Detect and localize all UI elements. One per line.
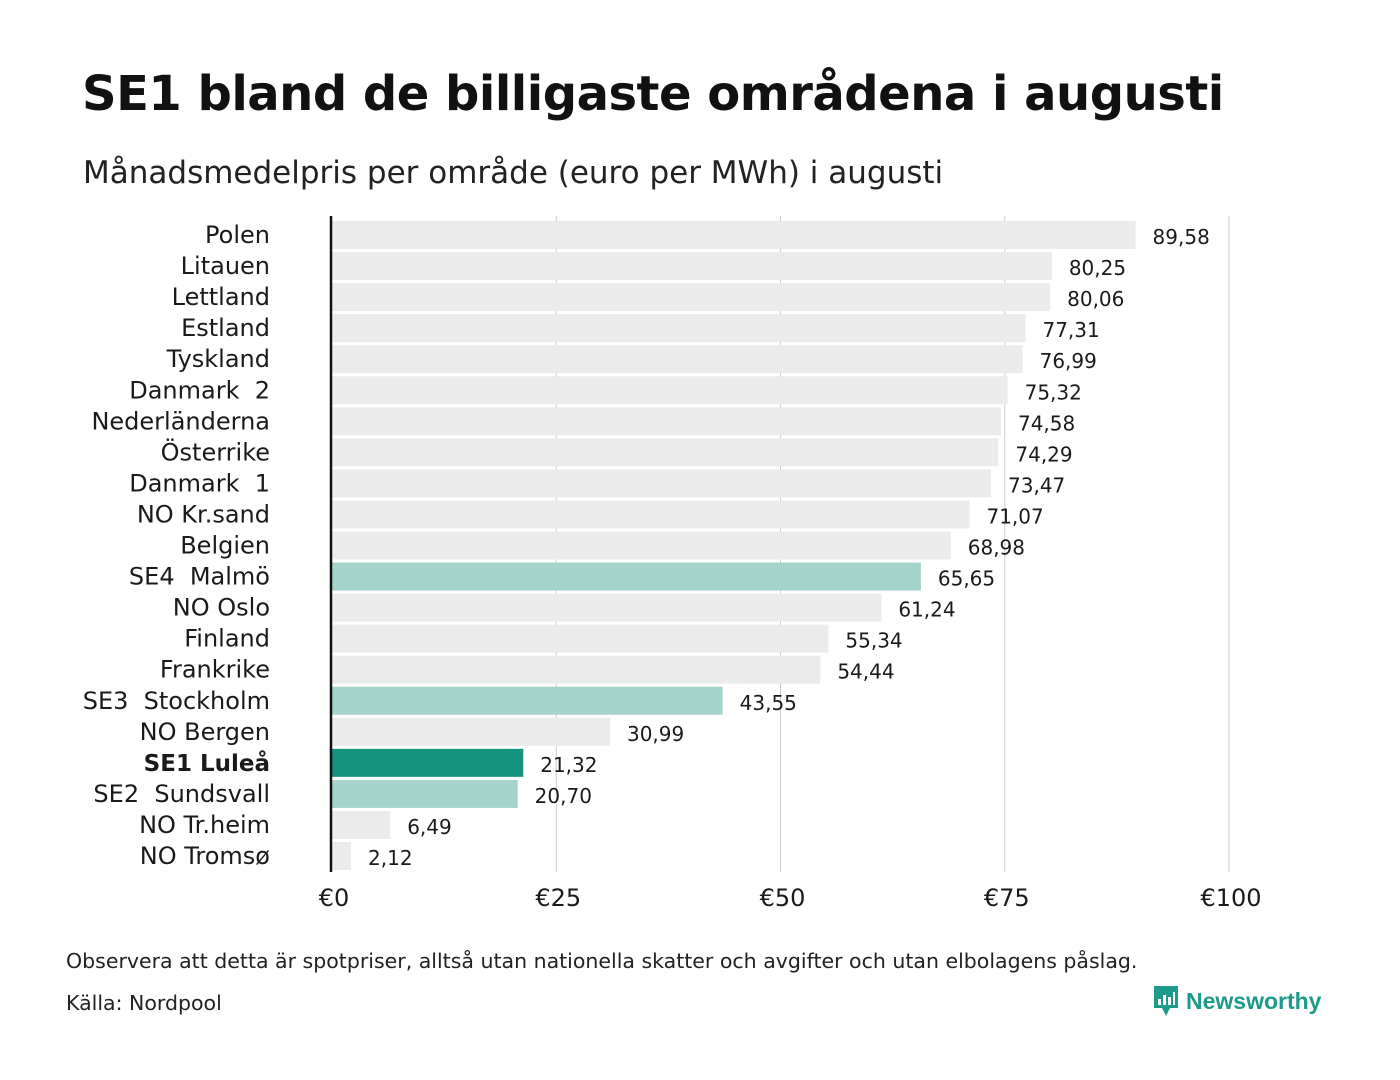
bar [332, 314, 1026, 343]
value-label: 89,58 [1153, 225, 1210, 249]
x-tick-label: €100 [1200, 884, 1261, 912]
category-label: Belgien [180, 532, 270, 560]
chart-title: SE1 bland de billigaste områdena i augus… [82, 66, 1224, 122]
x-tick-label: €25 [535, 884, 581, 912]
value-labels: 89,58 80,25 80,06 77,31 76,99 75,32 74,58 74,29… [368, 225, 1210, 870]
brand-name: Newsworthy [1186, 987, 1322, 1014]
bar [332, 717, 610, 746]
category-label: Danmark 1 [129, 469, 270, 497]
bar-chart: Polen Litauen Lettland Estland Tyskland Danma… [83, 216, 1262, 912]
bar [332, 842, 352, 870]
bar [332, 500, 970, 529]
bar [332, 252, 1052, 281]
x-axis-ticks: €0 €25 €50 €75 €100 [319, 884, 1262, 912]
brand-logo: Newsworthy [1152, 984, 1321, 1018]
value-label: 21,32 [540, 753, 597, 777]
category-label: NO Oslo [173, 594, 270, 622]
value-label: 80,06 [1067, 287, 1124, 311]
value-label: 74,29 [1015, 442, 1072, 466]
value-label: 2,12 [368, 846, 413, 870]
x-tick-label: €0 [319, 884, 350, 912]
category-label: Finland [184, 625, 270, 653]
value-label: 76,99 [1040, 349, 1097, 373]
bar [332, 655, 821, 684]
bar [332, 593, 882, 622]
category-label: SE2 Sundsvall [93, 780, 270, 808]
category-label: NO Bergen [140, 718, 270, 746]
bar [332, 438, 999, 467]
value-label: 43,55 [740, 691, 797, 715]
category-label: Estland [181, 314, 270, 342]
bar [332, 562, 921, 591]
category-label: SE4 Malmö [129, 563, 270, 591]
category-labels: Polen Litauen Lettland Estland Tyskland Danma… [83, 221, 270, 870]
source-label: Källa: Nordpool [66, 991, 222, 1015]
value-label: 71,07 [986, 504, 1043, 528]
value-label: 75,32 [1025, 380, 1082, 404]
bar [332, 748, 524, 777]
newsworthy-logo-icon [1154, 986, 1178, 1016]
value-label: 77,31 [1042, 318, 1099, 342]
value-label: 54,44 [837, 660, 894, 684]
category-label: NO Tr.heim [139, 811, 270, 839]
category-label: Österrike [161, 437, 270, 466]
bar [332, 779, 518, 808]
category-label: Litauen [181, 252, 270, 280]
bar [332, 221, 1136, 249]
bar [332, 345, 1023, 374]
category-label: NO Kr.sand [137, 500, 270, 528]
bars [332, 221, 1136, 870]
bar [332, 624, 829, 653]
bar [332, 376, 1008, 405]
bar [332, 283, 1051, 312]
bar [332, 407, 1001, 436]
bar [332, 531, 951, 560]
x-tick-label: €75 [984, 884, 1030, 912]
category-label: NO Tromsø [140, 842, 270, 870]
chart-subtitle: Månadsmedelpris per område (euro per MWh… [83, 155, 944, 191]
bar [332, 810, 391, 839]
category-label: SE3 Stockholm [83, 687, 270, 715]
bar [332, 469, 992, 498]
category-label: SE1 Luleå [144, 750, 270, 777]
category-label: Danmark 2 [129, 376, 270, 404]
value-label: 30,99 [627, 722, 684, 746]
value-label: 68,98 [968, 536, 1025, 560]
value-label: 61,24 [898, 598, 955, 622]
x-tick-label: €50 [760, 884, 806, 912]
category-label: Polen [205, 221, 270, 249]
value-label: 6,49 [407, 815, 452, 839]
value-label: 55,34 [845, 629, 902, 653]
value-label: 65,65 [938, 567, 995, 591]
value-label: 74,58 [1018, 411, 1075, 435]
category-label: Lettland [172, 283, 270, 311]
value-label: 73,47 [1008, 473, 1065, 497]
value-label: 80,25 [1069, 256, 1126, 280]
footnote: Observera att detta är spotpriser, allts… [66, 949, 1138, 973]
bar [332, 686, 723, 715]
category-label: Tyskland [166, 345, 270, 373]
category-label: Nederländerna [91, 407, 270, 435]
value-label: 20,70 [535, 784, 592, 808]
category-label: Frankrike [160, 656, 270, 684]
